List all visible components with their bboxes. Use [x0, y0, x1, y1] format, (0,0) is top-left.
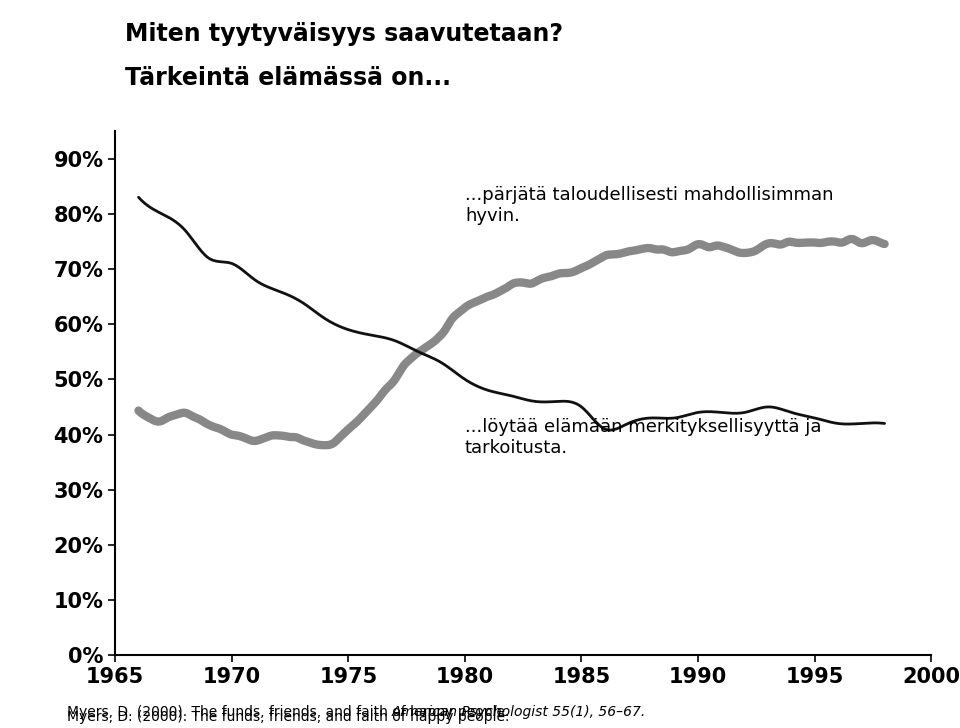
Text: ...pärjätä taloudellisesti mahdollisimman
hyvin.: ...pärjätä taloudellisesti mahdollisimma… [465, 186, 833, 225]
Text: Myers, D. (2000). The funds, friends, and faith of happy people.: Myers, D. (2000). The funds, friends, an… [67, 711, 514, 724]
Text: Miten tyytyväisyys saavutetaan?: Miten tyytyväisyys saavutetaan? [125, 22, 563, 46]
Text: Myers, D. (2000). The funds, friends, and faith of happy people.: Myers, D. (2000). The funds, friends, an… [67, 705, 514, 719]
Text: American Psychologist 55(1), 56–67.: American Psychologist 55(1), 56–67. [392, 705, 646, 719]
Text: ...löytää elämään merkityksellisyyttä ja
tarkoitusta.: ...löytää elämään merkityksellisyyttä ja… [465, 418, 822, 456]
Text: Tärkeintä elämässä on...: Tärkeintä elämässä on... [125, 66, 451, 90]
